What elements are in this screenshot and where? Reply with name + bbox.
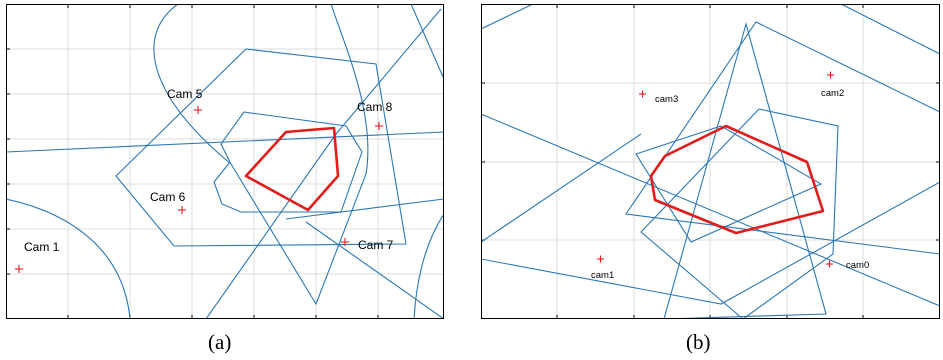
cam1-marker [597,255,604,263]
cam-1-label: Cam 1 [24,240,60,254]
ray-right-top [840,4,940,55]
caption-a: (a) [208,330,232,354]
caption-b: (b) [686,330,711,354]
cam0-marker [826,260,833,268]
fov-cam-8 [213,111,363,213]
cam-5-marker [194,106,202,114]
fov-cam-5 [153,4,369,306]
cam-7-marker [341,238,349,246]
cam3-marker [639,90,646,98]
cam2-label: cam2 [821,88,844,99]
cam-7-label: Cam 7 [358,238,394,252]
cam-labels-b: cam0 cam1 cam2 cam3 [591,88,869,281]
cam-markers-a [15,106,383,273]
boundary-cam-1 [6,198,131,319]
ray-left-upper [481,113,940,307]
panel-a-diagram: Cam 1 Cam 5 Cam 6 Cam 7 Cam 8 [6,4,444,319]
ray-right [285,198,444,220]
ray-left [6,131,444,153]
panel-a-frame [6,4,444,319]
cam2-marker [827,71,834,79]
cam-5-label: Cam 5 [167,87,203,101]
boundary-top-right [410,4,444,80]
panel-b-fov-polygons [481,4,940,319]
panel-b: cam0 cam1 cam2 cam3 [481,4,940,319]
cam-markers-b [597,71,834,268]
cam0-label: cam0 [846,260,869,271]
cam3-label: cam3 [655,94,678,105]
boundary-bottom-right [413,213,444,319]
intersection-region-b [649,124,825,235]
cam1-label: cam1 [591,270,614,281]
cam-labels-a: Cam 1 Cam 5 Cam 6 Cam 7 Cam 8 [24,87,394,254]
fov-cam3 [625,21,940,255]
fov-cam-6 [115,48,407,247]
fov-cam1 [635,125,823,243]
cam-6-marker [178,206,186,214]
cam-6-label: Cam 6 [150,190,186,204]
intersection-region-a [244,126,340,212]
cam-8-marker [375,122,383,130]
cam-8-label: Cam 8 [357,100,393,114]
panel-a-grid [6,4,444,319]
fov-cam0 [640,108,839,319]
fov-cam-7 [205,8,442,319]
ray-left-mid [481,133,642,243]
fov-cam2 [663,21,827,319]
cam-1-marker [15,265,23,273]
panel-b-frame [481,4,940,319]
ray-top-left [481,4,534,30]
ray-left-lower [481,181,940,305]
ray-cam-7-lower [305,221,444,319]
panel-b-diagram: cam0 cam1 cam2 cam3 [481,4,940,319]
panel-a-fov-polygons [6,4,444,319]
panel-b-grid [481,4,940,319]
panel-a: Cam 1 Cam 5 Cam 6 Cam 7 Cam 8 [6,4,444,319]
